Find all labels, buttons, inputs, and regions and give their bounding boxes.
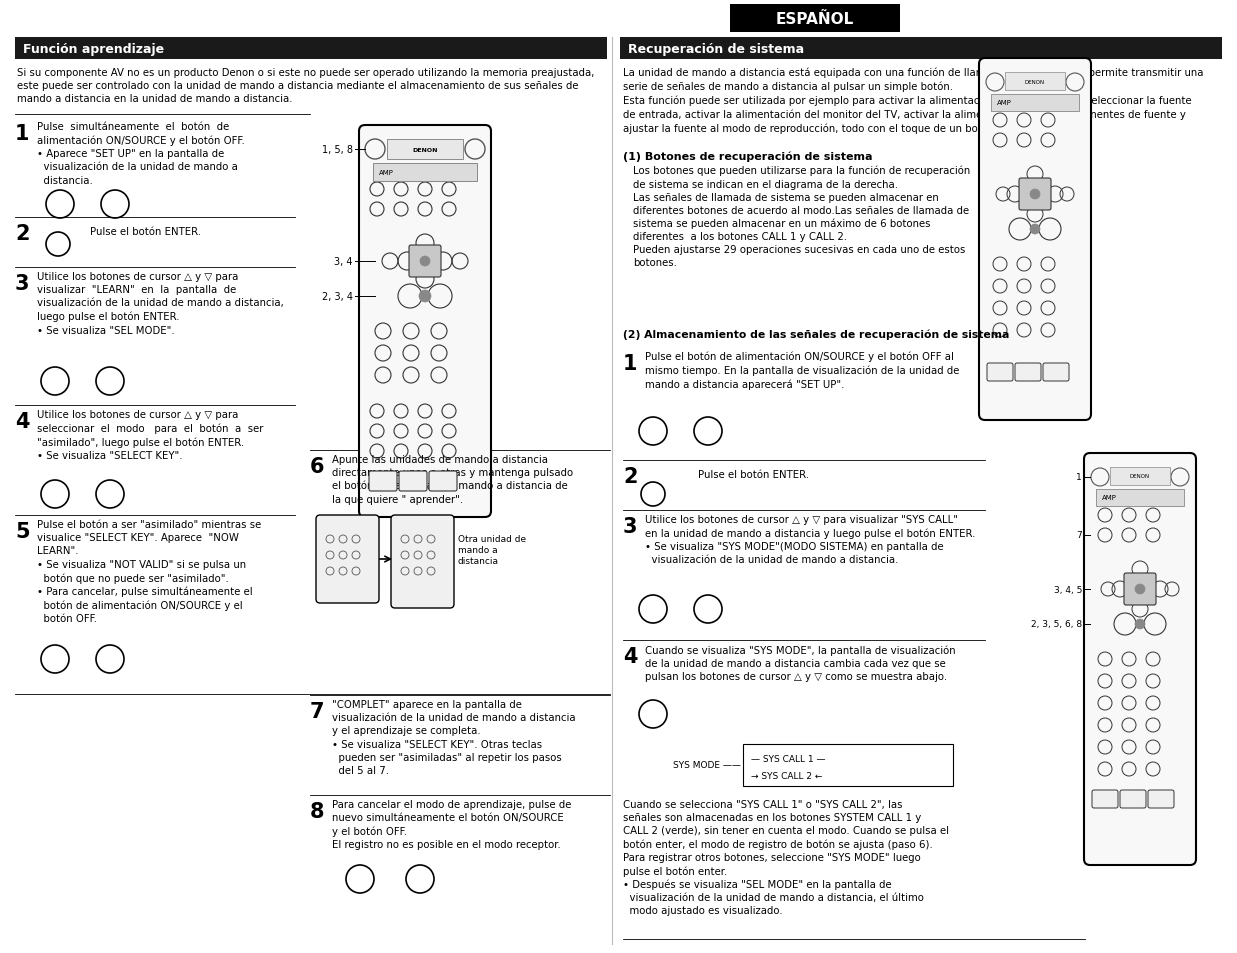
Text: 3, 4, 5: 3, 4, 5 [1054, 585, 1082, 594]
FancyBboxPatch shape [359, 126, 491, 517]
Circle shape [1136, 584, 1145, 595]
Text: "COMPLET" aparece en la pantalla de
visualización de la unidad de mando a distan: "COMPLET" aparece en la pantalla de visu… [332, 700, 575, 775]
Text: DENON: DENON [1129, 474, 1150, 479]
Bar [374, 164, 477, 182]
Bar [620, 38, 1222, 60]
Circle shape [421, 256, 430, 267]
Text: Pulse el botón ENTER.: Pulse el botón ENTER. [698, 470, 809, 479]
Text: (1) Botones de recuperación de sistema: (1) Botones de recuperación de sistema [623, 152, 872, 162]
Text: 3: 3 [15, 274, 30, 294]
Text: 6: 6 [310, 456, 324, 476]
Text: ESPAÑOL: ESPAÑOL [776, 11, 854, 27]
Circle shape [419, 291, 430, 303]
Text: Para cancelar el modo de aprendizaje, pulse de
nuevo simultáneamente el botón ON: Para cancelar el modo de aprendizaje, pu… [332, 800, 571, 849]
Text: AMP: AMP [379, 170, 393, 175]
Text: AMP: AMP [997, 100, 1012, 106]
FancyBboxPatch shape [1148, 790, 1174, 808]
Bar [1096, 490, 1184, 506]
Bar [387, 140, 463, 160]
FancyBboxPatch shape [1043, 364, 1069, 381]
Text: AMP: AMP [1102, 495, 1117, 500]
FancyBboxPatch shape [391, 516, 454, 608]
Text: Otra unidad de
mando a
distancia: Otra unidad de mando a distancia [458, 535, 526, 566]
Text: Pulse el botón ENTER.: Pulse el botón ENTER. [90, 227, 200, 236]
Circle shape [1030, 190, 1040, 200]
FancyBboxPatch shape [1019, 179, 1051, 211]
Text: (2) Almacenamiento de las señales de recuperación de sistema: (2) Almacenamiento de las señales de rec… [623, 330, 1009, 340]
Text: Función aprendizaje: Función aprendizaje [24, 43, 165, 55]
Bar [991, 95, 1079, 112]
Text: — SYS CALL 1 —: — SYS CALL 1 — [751, 755, 825, 763]
FancyBboxPatch shape [315, 516, 379, 603]
Text: 2, 3, 4: 2, 3, 4 [322, 292, 353, 302]
Text: 8: 8 [310, 801, 324, 821]
Bar [1004, 73, 1065, 91]
Circle shape [1136, 619, 1145, 629]
Text: SYS MODE ——: SYS MODE —— [673, 760, 741, 770]
FancyBboxPatch shape [978, 59, 1091, 420]
Bar [730, 5, 901, 33]
Text: Los botones que pueden utilizarse para la función de recuperación
de sistema se : Los botones que pueden utilizarse para l… [633, 166, 970, 268]
Text: 1: 1 [1076, 473, 1082, 482]
Text: 2, 3, 5, 6, 8: 2, 3, 5, 6, 8 [1030, 619, 1082, 629]
Text: Cuando se visualiza "SYS MODE", la pantalla de visualización
de la unidad de man: Cuando se visualiza "SYS MODE", la panta… [644, 644, 956, 681]
Text: 2: 2 [15, 224, 30, 244]
Text: → SYS CALL 2 ←: → SYS CALL 2 ← [751, 772, 823, 781]
Text: Recuperación de sistema: Recuperación de sistema [628, 43, 804, 55]
Text: Utilice los botones de cursor △ y ▽ para
seleccionar  el  modo   para  el  botón: Utilice los botones de cursor △ y ▽ para… [37, 410, 263, 460]
Text: 4: 4 [15, 412, 30, 432]
Text: 1, 5, 8: 1, 5, 8 [322, 145, 353, 154]
FancyBboxPatch shape [1119, 790, 1145, 808]
Text: 3, 4: 3, 4 [334, 256, 353, 267]
Text: Pulse el botón a ser "asimilado" mientras se
visualice "SELECT KEY". Aparece  "N: Pulse el botón a ser "asimilado" mientra… [37, 519, 261, 624]
FancyBboxPatch shape [429, 472, 456, 492]
Text: La unidad de mando a distancia está equipada con una función de llamada de siste: La unidad de mando a distancia está equi… [623, 68, 1204, 134]
Text: 2: 2 [623, 467, 637, 486]
Text: 3: 3 [623, 517, 637, 537]
FancyBboxPatch shape [1016, 364, 1042, 381]
FancyBboxPatch shape [1124, 574, 1157, 605]
Circle shape [1030, 225, 1040, 234]
Text: Utilice los botones de cursor △ y ▽ para
visualizar  "LEARN"  en  la  pantalla  : Utilice los botones de cursor △ y ▽ para… [37, 272, 283, 335]
Text: 4: 4 [623, 646, 637, 666]
Text: Utilice los botones de cursor △ y ▽ para visualizar "SYS CALL"
en la unidad de m: Utilice los botones de cursor △ y ▽ para… [644, 515, 976, 565]
Text: Pulse el botón de alimentación ON/SOURCE y el botón OFF al
mismo tiempo. En la p: Pulse el botón de alimentación ON/SOURCE… [644, 352, 960, 390]
FancyBboxPatch shape [409, 246, 442, 277]
Text: 5: 5 [15, 521, 30, 541]
FancyBboxPatch shape [369, 472, 397, 492]
Bar [1110, 468, 1170, 485]
Text: Si su componente AV no es un producto Denon o si este no puede ser operado utili: Si su componente AV no es un producto De… [17, 68, 594, 104]
FancyBboxPatch shape [1084, 454, 1196, 865]
Text: 7: 7 [1076, 531, 1082, 540]
FancyBboxPatch shape [400, 472, 427, 492]
Text: Pulse  simultáneamente  el  botón  de
alimentación ON/SOURCE y el botón OFF.
• A: Pulse simultáneamente el botón de alimen… [37, 122, 245, 185]
FancyBboxPatch shape [1092, 790, 1118, 808]
Bar [743, 744, 952, 786]
Text: 1: 1 [15, 124, 30, 144]
Text: 1: 1 [623, 354, 637, 374]
Text: Cuando se selecciona "SYS CALL 1" o "SYS CALL 2", las
señales son almacenadas en: Cuando se selecciona "SYS CALL 1" o "SYS… [623, 800, 949, 916]
Text: DENON: DENON [412, 148, 438, 152]
Text: DENON: DENON [1025, 79, 1045, 85]
FancyBboxPatch shape [987, 364, 1013, 381]
Text: Apunte las unidades de mando a distancia
directamente unas a otras y mantenga pu: Apunte las unidades de mando a distancia… [332, 455, 573, 504]
Text: 7: 7 [310, 701, 324, 721]
Bar [15, 38, 607, 60]
